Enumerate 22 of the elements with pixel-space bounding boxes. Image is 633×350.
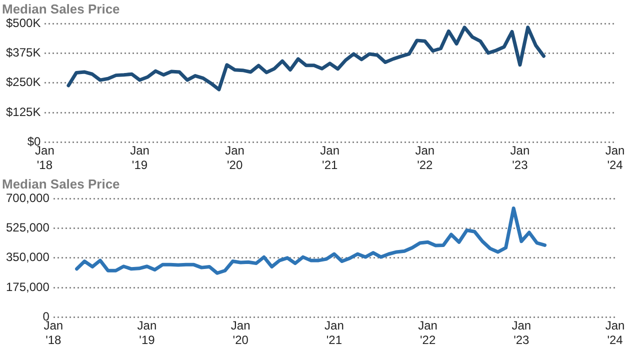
y-tick-label: $375K	[6, 46, 41, 60]
x-tick-label: Jan '22	[415, 144, 435, 172]
x-tick-label: Jan '21	[320, 144, 340, 172]
y-tick-label: 700,000	[6, 190, 50, 205]
x-tick-label: Jan '21	[324, 318, 344, 348]
y-tick-label: $500K	[6, 16, 41, 30]
x-tick-label: Jan '23	[510, 144, 530, 172]
chart-title: Median Sales Price	[2, 1, 120, 16]
x-tick-label: Jan '19	[130, 144, 150, 172]
chart-title: Median Sales Price	[2, 176, 120, 192]
x-tick-label: Jan '24	[605, 144, 625, 172]
x-tick-label: Jan '23	[512, 318, 532, 348]
y-tick-label: 175,000	[6, 280, 50, 294]
x-tick-label: Jan '20	[230, 318, 250, 348]
y-tick-label: $125K	[6, 104, 41, 119]
y-tick-label: 350,000	[6, 250, 50, 264]
x-tick-label: Jan '19	[137, 318, 157, 348]
x-tick-label: Jan '22	[418, 318, 438, 348]
y-tick-label: 525,000	[6, 220, 50, 235]
y-tick-label: $250K	[6, 75, 41, 90]
x-tick-label: Jan '24	[605, 318, 625, 348]
x-tick-label: Jan '20	[225, 144, 244, 172]
